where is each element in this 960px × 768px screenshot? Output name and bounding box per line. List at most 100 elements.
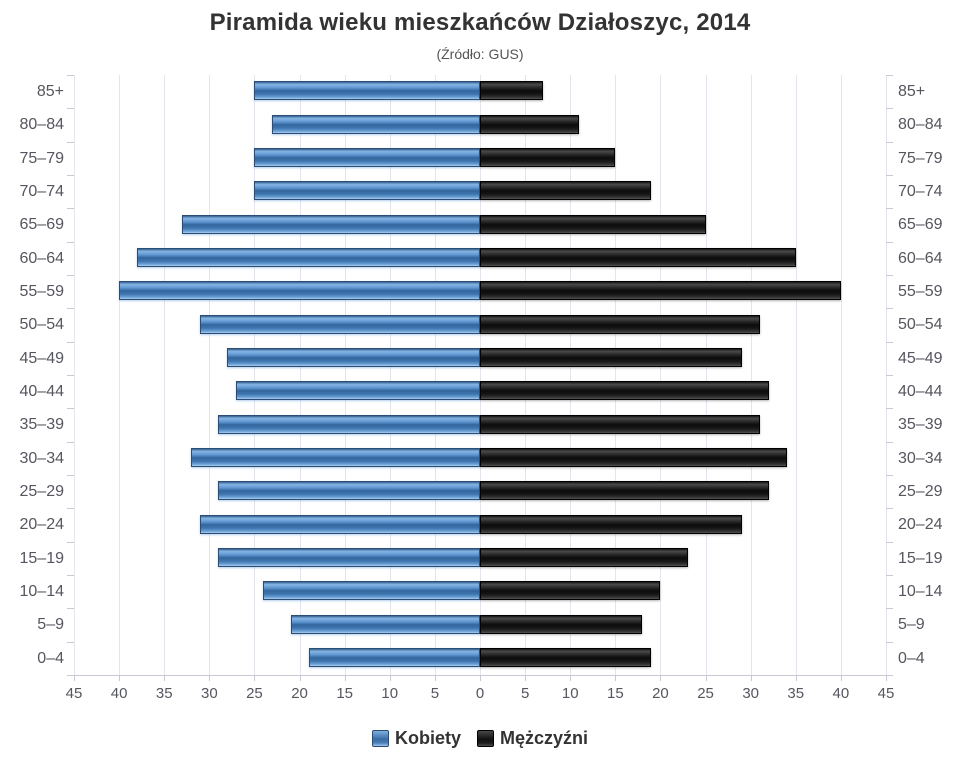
- gridline: [434, 75, 436, 675]
- y-tick-left: [67, 408, 74, 410]
- y-tick-left: [67, 75, 74, 76]
- legend-label-kobiety: Kobiety: [394, 727, 461, 748]
- y-tick-right: [886, 108, 893, 110]
- gridline: [840, 75, 842, 675]
- gridline: [570, 75, 572, 675]
- x-tick: [480, 675, 481, 681]
- bar-kobiety-30–34[interactable]: [191, 447, 480, 467]
- bar-mezczyzni-0–4[interactable]: [480, 647, 652, 667]
- age-label-right: 5–9: [898, 616, 925, 634]
- y-tick-right: [886, 375, 893, 376]
- y-tick-right: [886, 641, 893, 643]
- y-tick-right: [886, 441, 893, 443]
- age-label-right: 15–19: [898, 549, 943, 567]
- bar-mezczyzni-40–44[interactable]: [480, 381, 769, 401]
- x-tick-label: 40: [110, 685, 128, 702]
- bar-mezczyzni-85+[interactable]: [480, 81, 544, 101]
- y-tick-left: [67, 608, 74, 610]
- y-tick-right: [886, 408, 893, 410]
- bar-mezczyzni-55–59[interactable]: [480, 281, 841, 301]
- bar-kobiety-40–44[interactable]: [236, 381, 480, 401]
- bar-kobiety-60–64[interactable]: [137, 247, 480, 267]
- age-label-left: 20–24: [19, 516, 65, 534]
- y-tick-left: [67, 508, 74, 510]
- age-label-right: 75–79: [898, 149, 943, 167]
- bar-mezczyzni-65–69[interactable]: [480, 214, 706, 234]
- age-label-left: 55–59: [19, 283, 65, 300]
- x-tick: [254, 675, 256, 681]
- x-tick-label: 35: [787, 685, 805, 702]
- y-tick-right: [886, 508, 893, 510]
- y-tick-left: [67, 141, 74, 143]
- bar-kobiety-5–9[interactable]: [290, 614, 480, 634]
- x-tick-label: 10: [561, 685, 579, 702]
- age-label-left: 15–19: [19, 549, 65, 567]
- bar-mezczyzni-50–54[interactable]: [480, 314, 760, 334]
- bar-kobiety-55–59[interactable]: [119, 281, 480, 301]
- bar-mezczyzni-20–24[interactable]: [480, 514, 742, 534]
- bar-mezczyzni-10–14[interactable]: [480, 581, 661, 601]
- x-tick-label: 40: [832, 685, 850, 702]
- kobiety-swatch-icon: [371, 729, 389, 747]
- age-label-right: 30–34: [898, 449, 943, 467]
- x-tick-label: 15: [606, 685, 624, 702]
- x-tick: [164, 675, 166, 681]
- gridline: [74, 75, 75, 675]
- y-tick-right: [886, 608, 893, 610]
- age-label-right: 85+: [898, 83, 926, 100]
- y-tick-left: [67, 208, 74, 210]
- bar-kobiety-70–74[interactable]: [254, 181, 480, 201]
- bar-kobiety-85+[interactable]: [254, 81, 480, 101]
- bar-mezczyzni-60–64[interactable]: [480, 247, 796, 267]
- bar-kobiety-80–84[interactable]: [272, 114, 480, 134]
- age-label-right: 80–84: [898, 116, 943, 134]
- legend-item-kobiety[interactable]: Kobiety: [371, 727, 461, 749]
- x-tick: [344, 675, 346, 681]
- age-label-left: 60–64: [19, 249, 65, 267]
- y-tick-right: [886, 75, 893, 76]
- y-tick-left: [67, 641, 74, 643]
- plot-area: [74, 75, 887, 675]
- bar-kobiety-75–79[interactable]: [254, 147, 480, 167]
- gridline: [299, 75, 301, 675]
- age-label-left: 80–84: [19, 116, 65, 134]
- x-tick: [660, 675, 662, 681]
- bar-kobiety-25–29[interactable]: [218, 481, 480, 501]
- age-label-right: 55–59: [898, 283, 943, 300]
- bar-kobiety-15–19[interactable]: [218, 547, 480, 567]
- bar-mezczyzni-35–39[interactable]: [480, 414, 760, 434]
- mezczyzni-swatch-icon: [476, 729, 494, 747]
- y-tick-left: [67, 375, 74, 376]
- age-label-left: 65–69: [19, 216, 65, 234]
- x-tick: [525, 675, 527, 681]
- y-tick-left: [67, 541, 74, 543]
- y-tick-right: [886, 341, 893, 343]
- bar-mezczyzni-45–49[interactable]: [480, 347, 742, 367]
- age-label-right: 65–69: [898, 216, 943, 234]
- bar-kobiety-65–69[interactable]: [182, 214, 480, 234]
- bar-kobiety-10–14[interactable]: [263, 581, 480, 601]
- gridline: [344, 75, 346, 675]
- bar-kobiety-20–24[interactable]: [200, 514, 480, 534]
- legend-item-mezczyzni[interactable]: Mężczyźni: [476, 728, 588, 749]
- bar-mezczyzni-5–9[interactable]: [480, 614, 643, 634]
- bar-kobiety-0–4[interactable]: [308, 647, 480, 667]
- bar-mezczyzni-75–79[interactable]: [480, 147, 616, 167]
- bar-kobiety-45–49[interactable]: [227, 347, 480, 367]
- age-label-left: 40–44: [19, 383, 65, 400]
- bar-mezczyzni-15–19[interactable]: [480, 547, 688, 567]
- age-label-left: 50–54: [19, 316, 65, 334]
- x-tick-label: 15: [336, 685, 353, 702]
- bar-kobiety-35–39[interactable]: [218, 414, 480, 434]
- bar-mezczyzni-30–34[interactable]: [480, 447, 787, 467]
- x-tick-label: 10: [381, 685, 399, 702]
- x-tick-label: 0: [475, 685, 485, 702]
- x-tick: [299, 675, 301, 681]
- bar-mezczyzni-70–74[interactable]: [480, 181, 652, 201]
- x-tick: [795, 675, 797, 681]
- bar-mezczyzni-25–29[interactable]: [480, 481, 769, 501]
- gridline: [615, 75, 617, 675]
- bar-kobiety-50–54[interactable]: [200, 314, 480, 334]
- bar-mezczyzni-80–84[interactable]: [480, 114, 580, 134]
- gridline: [480, 75, 481, 675]
